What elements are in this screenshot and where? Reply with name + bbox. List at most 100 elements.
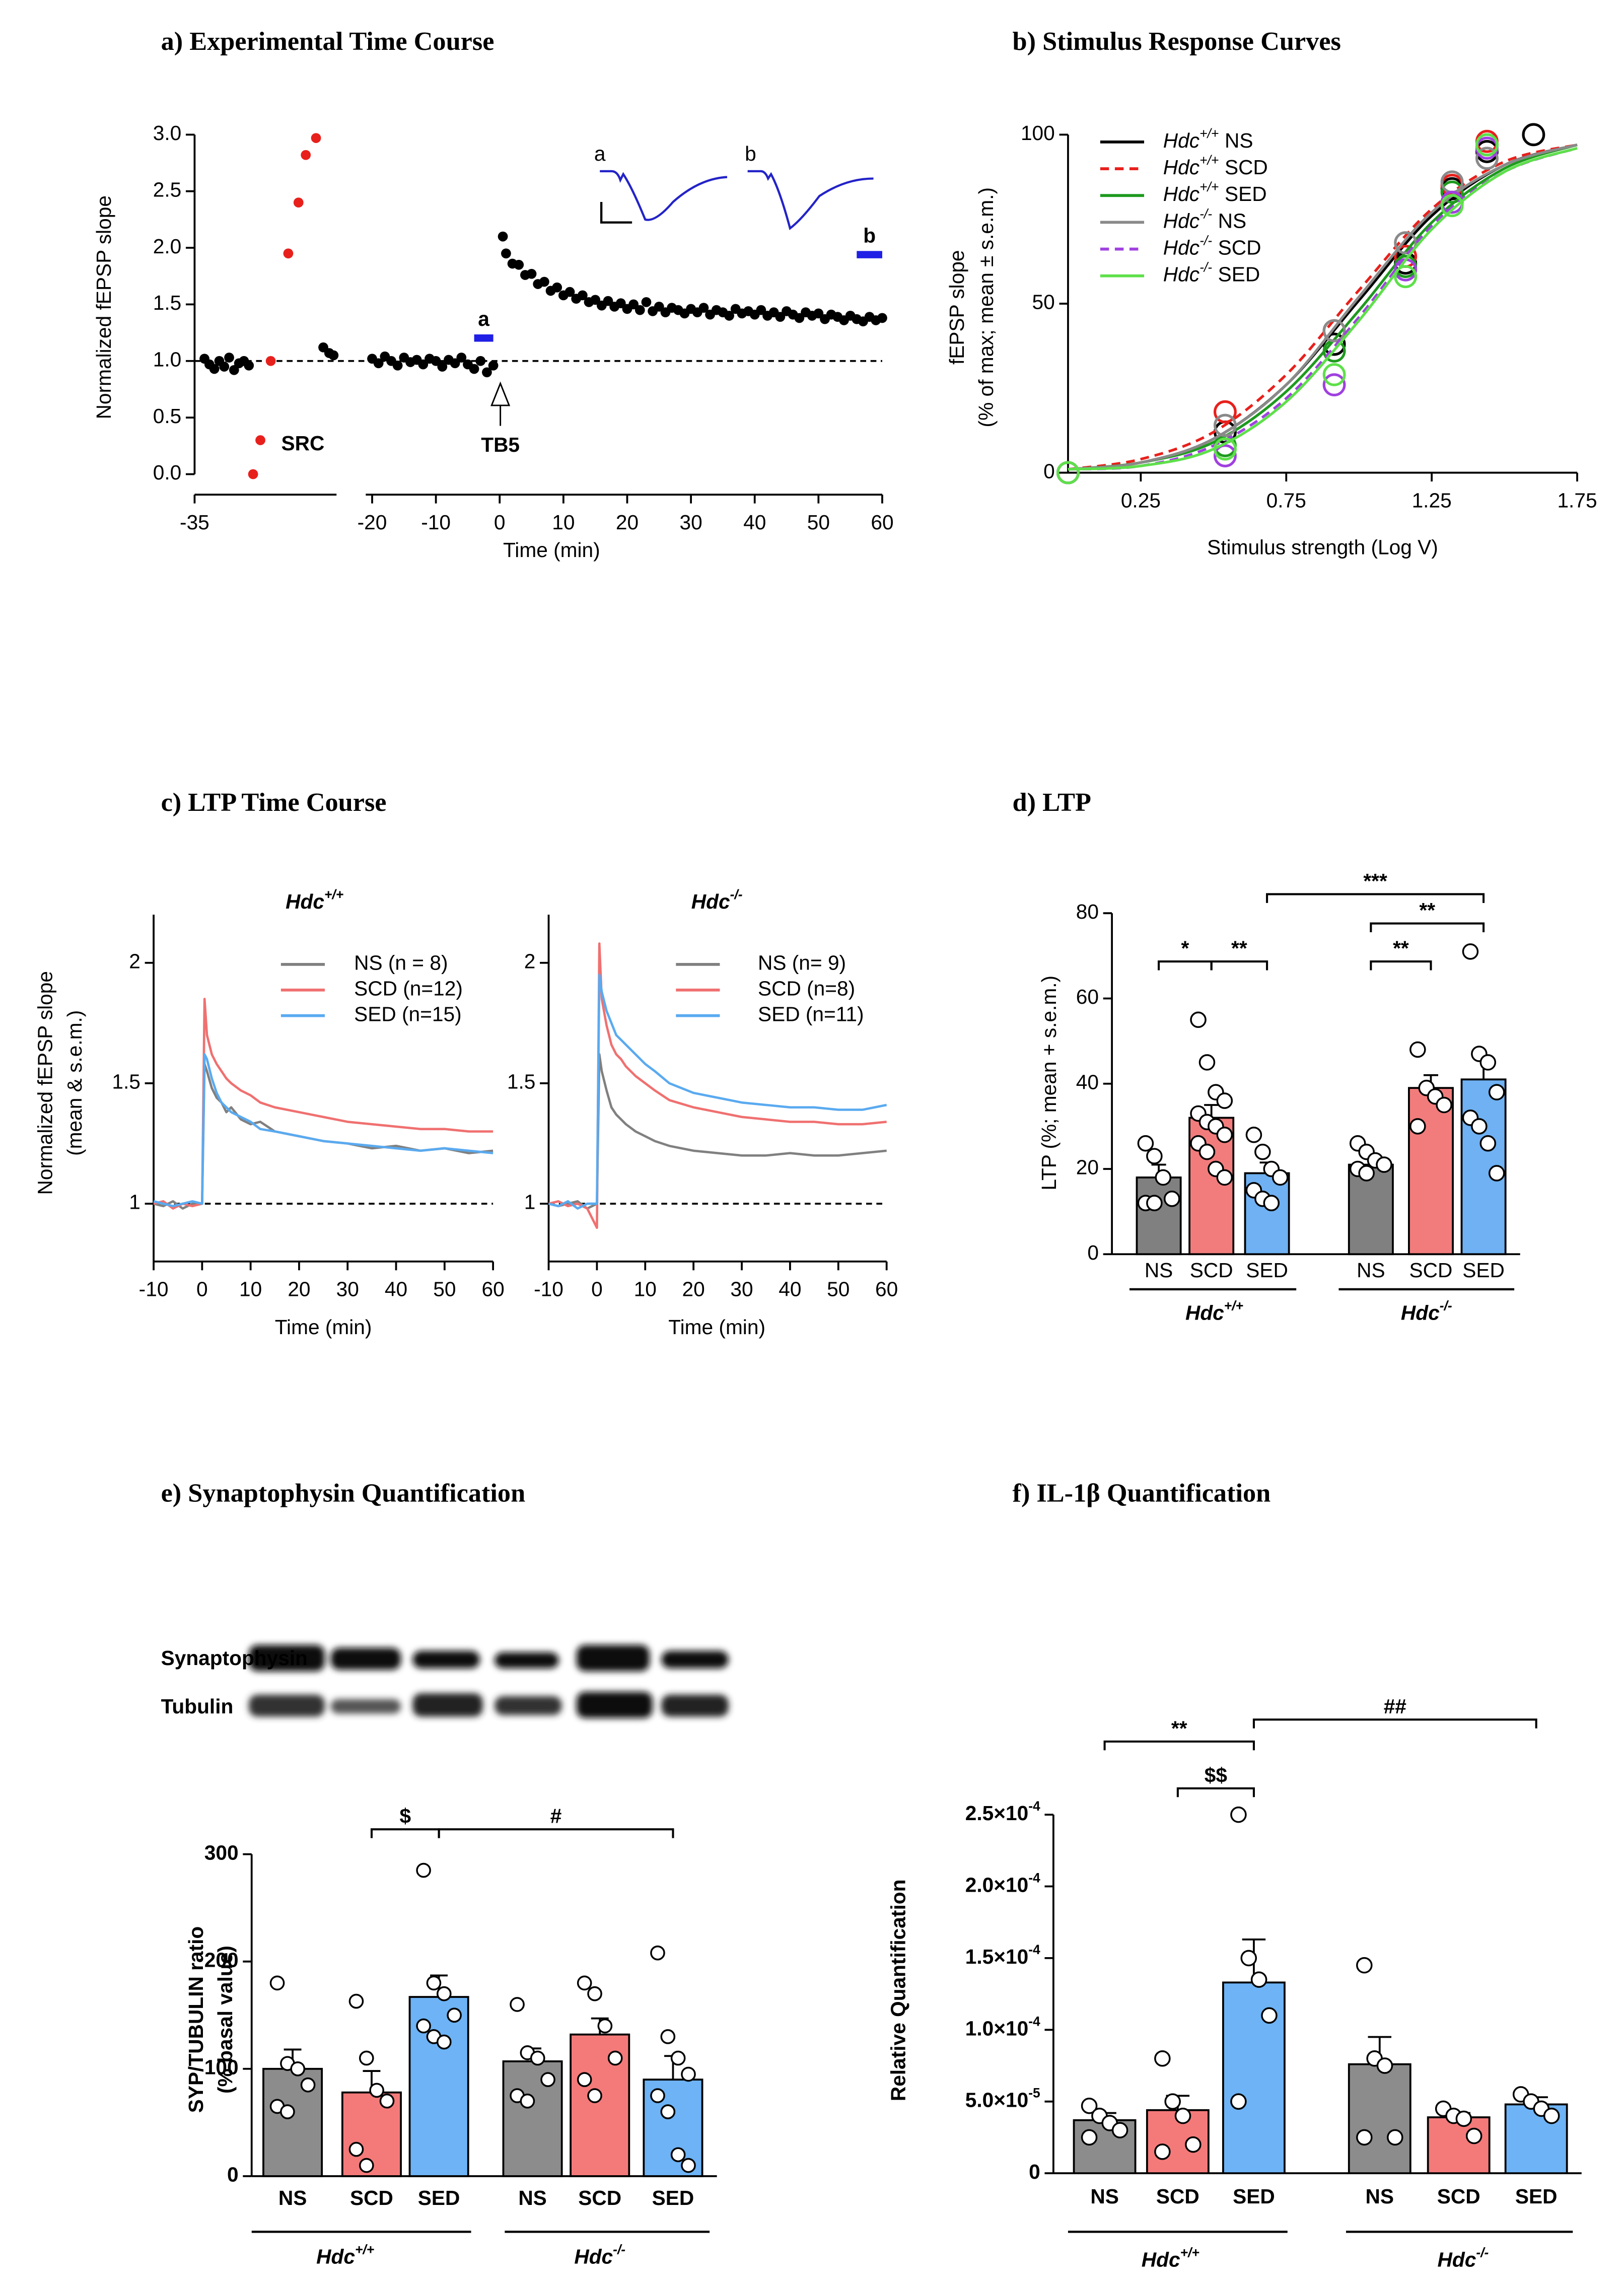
data-point: [756, 305, 766, 315]
legend-label: SED (n=15): [354, 1002, 462, 1025]
significance-label: ##: [1384, 1695, 1406, 1718]
y-tick-label: 2: [129, 950, 140, 973]
data-point: [597, 2018, 613, 2034]
significance-bracket: [1370, 960, 1432, 971]
group-label-part: Hdc: [574, 2245, 613, 2268]
data-point: [280, 2104, 295, 2119]
data-point: [1245, 1127, 1262, 1143]
data-point: [1213, 444, 1237, 467]
data-point: [498, 231, 508, 242]
data-point: [1356, 1957, 1373, 1974]
legend-label: Hdc+/+ SED: [1163, 179, 1267, 205]
data-point: [540, 2072, 555, 2087]
legend-label-part: Hdc: [1163, 156, 1199, 179]
data-point: [416, 2018, 431, 2034]
panel-title: e) Synaptophysin Quantification: [161, 1479, 526, 1508]
category-label: NS: [278, 2186, 307, 2209]
data-point: [488, 360, 499, 371]
significance-bracket: [438, 1828, 674, 1838]
data-point: [437, 362, 448, 372]
x-tick-label: 30: [336, 1278, 359, 1301]
y-tick-label: 50: [1032, 291, 1055, 314]
y-axis-label: LTP (%; mean + s.e.m.): [1037, 976, 1061, 1191]
data-point: [1163, 1190, 1180, 1207]
data-point: [1146, 1148, 1163, 1164]
panel-subtitle: Hdc-/-: [691, 887, 743, 913]
data-point: [1198, 1054, 1216, 1071]
data-point: [301, 150, 311, 160]
data-point: [379, 2093, 395, 2109]
data-point: [348, 1993, 364, 2009]
trace-line: [548, 974, 887, 1210]
western-blot: [248, 1645, 729, 1718]
x-tick-label: 20: [682, 1278, 705, 1301]
data-point: [641, 297, 652, 307]
x-tick-label: 30: [730, 1278, 753, 1301]
group-label: Hdc+/+: [1142, 2245, 1199, 2271]
significance-bracket: [370, 1828, 440, 1838]
data-point: [1154, 2143, 1171, 2160]
data-point: [1111, 2122, 1128, 2138]
y-axis-label: SYP/TUBULIN ratio: [184, 1926, 207, 2113]
data-point: [1455, 2110, 1472, 2127]
panel-title: f) IL-1β Quantification: [1013, 1479, 1271, 1508]
data-point: [1394, 231, 1418, 255]
data-point: [244, 360, 254, 371]
legend-label: NS (n= 9): [758, 951, 846, 975]
significance-label: $: [399, 1805, 411, 1828]
category-label: NS: [1366, 2185, 1394, 2208]
data-point: [283, 248, 294, 259]
x-tick-label: 30: [679, 511, 702, 534]
tb5-arrow: [490, 381, 511, 426]
data-point: [456, 353, 467, 363]
y-tick-label: 0: [1087, 1241, 1099, 1264]
band: [248, 1694, 325, 1717]
data-point: [1164, 2093, 1181, 2110]
panel-title: d) LTP: [1013, 788, 1091, 817]
legend-label-part: SED: [1218, 262, 1260, 286]
x-tick-label: -10: [421, 511, 451, 534]
y-tick-label-part: 1.0×10: [965, 2017, 1028, 2040]
data-point: [1198, 1143, 1216, 1160]
y-tick-label: 1.5×10-4: [965, 1942, 1040, 1968]
category-label: NS: [1357, 1259, 1385, 1282]
y-tick-label: 200: [204, 1948, 239, 1971]
significance-bracket: [1370, 922, 1485, 932]
significance-bracket: [1176, 1787, 1255, 1797]
data-point: [1471, 1118, 1488, 1135]
panel-subtitle-part: Hdc: [286, 890, 324, 913]
inset-traces: [600, 170, 874, 230]
data-point: [775, 312, 786, 322]
y-axis-label: Relative Quantification: [887, 1880, 910, 2102]
data-point: [660, 2029, 676, 2044]
x-tick-label: 40: [779, 1278, 801, 1301]
trace-line: [153, 1053, 493, 1208]
category-label: SCD: [1190, 1259, 1233, 1282]
data-point: [482, 367, 492, 378]
significance-label: **: [1171, 1716, 1187, 1740]
legend-label-part: Hdc: [1163, 182, 1199, 205]
data-point: [681, 2066, 696, 2082]
band: [661, 1650, 729, 1669]
data-point: [654, 302, 664, 312]
trace-label: b: [745, 142, 756, 165]
data-point: [1358, 1165, 1375, 1182]
y-axis-label: (% of max; mean ± s.e.m.): [974, 187, 998, 427]
data-point: [436, 1986, 452, 2001]
x-tick-label: 40: [385, 1278, 407, 1301]
data-point: [1479, 1135, 1497, 1152]
band: [576, 1692, 653, 1718]
data-point: [650, 1945, 665, 1961]
significance-label: *: [1181, 937, 1189, 960]
x-tick-label: 10: [552, 511, 575, 534]
legend-label-part: SCD: [1225, 156, 1268, 179]
data-point: [530, 2050, 545, 2066]
data-point: [1056, 461, 1080, 485]
data-point: [1376, 1156, 1392, 1173]
y-tick-label: 1: [129, 1191, 140, 1214]
legend-label-part: Hdc: [1163, 129, 1199, 152]
data-point: [416, 1862, 431, 1878]
trace-line: [548, 942, 887, 1229]
data-point: [1261, 2007, 1278, 2024]
y-tick-label-part: -4: [1028, 1871, 1040, 1886]
